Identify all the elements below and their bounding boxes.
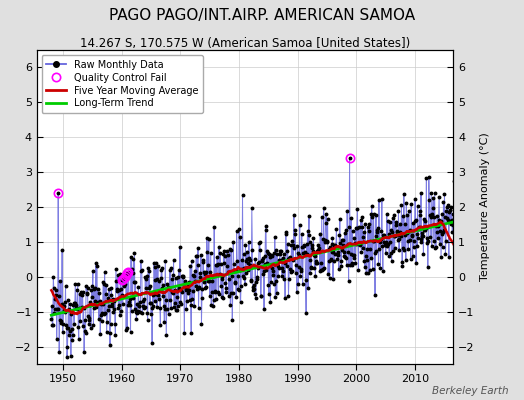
Text: Berkeley Earth: Berkeley Earth	[432, 386, 508, 396]
Y-axis label: Temperature Anomaly (°C): Temperature Anomaly (°C)	[480, 133, 490, 281]
Title: 14.267 S, 170.575 W (American Samoa [United States]): 14.267 S, 170.575 W (American Samoa [Uni…	[80, 37, 410, 50]
Legend: Raw Monthly Data, Quality Control Fail, Five Year Moving Average, Long-Term Tren: Raw Monthly Data, Quality Control Fail, …	[41, 55, 203, 113]
Text: PAGO PAGO/INT.AIRP. AMERICAN SAMOA: PAGO PAGO/INT.AIRP. AMERICAN SAMOA	[109, 8, 415, 23]
